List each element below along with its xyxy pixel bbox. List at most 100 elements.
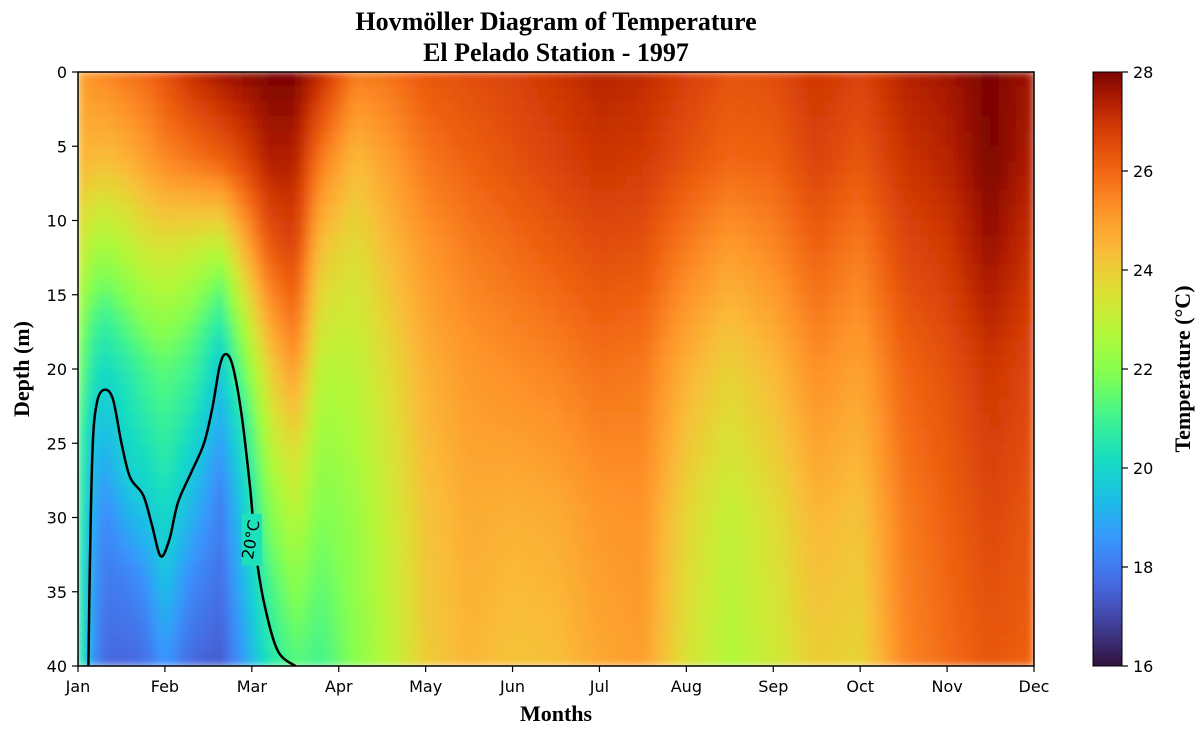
heatmap-cell [651, 650, 661, 666]
heatmap-cell [929, 175, 939, 192]
heatmap-cell [711, 190, 722, 207]
heatmap-cell [538, 234, 548, 251]
heatmap-cell [937, 502, 948, 518]
heatmap-cell [772, 650, 783, 666]
heatmap-cell [512, 160, 522, 177]
heatmap-cell [294, 561, 305, 578]
heatmap-cell [746, 309, 757, 325]
heatmap-cell [598, 591, 609, 608]
heatmap-cell [546, 323, 557, 340]
heatmap-cell [103, 294, 114, 311]
heatmap-cell [477, 86, 487, 103]
heatmap-cell [112, 220, 122, 236]
heatmap-cell [694, 101, 705, 118]
heatmap-cell [564, 220, 574, 236]
heatmap-cell [164, 383, 175, 400]
heatmap-cell [625, 457, 635, 474]
heatmap-cell [738, 650, 748, 666]
heatmap-cell [981, 130, 992, 147]
heatmap-cell [442, 620, 453, 637]
heatmap-cell [485, 130, 496, 147]
heatmap-cell [407, 338, 418, 355]
heatmap-cell [590, 561, 600, 578]
heatmap-cell [625, 323, 635, 340]
heatmap-cell [199, 398, 209, 415]
heatmap-cell [885, 620, 896, 637]
heatmap-cell [816, 145, 826, 162]
heatmap-cell [685, 145, 696, 162]
heatmap-cell [459, 635, 470, 652]
heatmap-cell [546, 472, 557, 489]
heatmap-cell [251, 264, 262, 281]
heatmap-cell [955, 591, 965, 608]
heatmap-cell [990, 101, 1000, 118]
heatmap-cell [268, 576, 279, 593]
heatmap-cell [972, 249, 983, 266]
heatmap-cell [903, 368, 913, 385]
heatmap-cell [94, 190, 105, 207]
heatmap-cell [520, 145, 531, 162]
heatmap-cell [120, 190, 131, 207]
heatmap-cell [711, 620, 722, 637]
heatmap-cell [294, 368, 305, 385]
heatmap-cell [477, 145, 487, 162]
heatmap-cell [286, 368, 296, 385]
heatmap-cell [555, 650, 566, 666]
heatmap-cell [94, 398, 105, 415]
heatmap-cell [477, 323, 487, 340]
heatmap-cell [164, 457, 175, 474]
heatmap-cell [381, 353, 392, 370]
heatmap-cell [790, 353, 800, 370]
heatmap-cell [738, 86, 748, 103]
heatmap-cell [868, 620, 879, 637]
heatmap-cell [225, 635, 235, 652]
heatmap-cell [538, 323, 548, 340]
heatmap-cell [842, 546, 852, 563]
heatmap-cell [598, 398, 609, 415]
heatmap-cell [147, 561, 157, 578]
heatmap-cell [425, 620, 435, 637]
heatmap-cell [303, 309, 314, 325]
heatmap-cell [268, 190, 279, 207]
heatmap-cell [963, 442, 974, 459]
heatmap-cell [494, 650, 505, 666]
heatmap-cell [929, 205, 939, 221]
heatmap-cell [1016, 338, 1026, 355]
heatmap-cell [451, 368, 461, 385]
heatmap-cell [451, 234, 461, 251]
heatmap-cell [164, 502, 175, 518]
heatmap-cell [607, 116, 618, 132]
heatmap-cell [355, 472, 366, 489]
heatmap-cell [538, 487, 548, 504]
heatmap-cell [807, 205, 818, 221]
heatmap-cell [312, 234, 322, 251]
heatmap-cell [329, 517, 340, 533]
heatmap-cell [355, 591, 366, 608]
heatmap-cell [824, 190, 835, 207]
heatmap-cell [998, 220, 1009, 236]
heatmap-cell [120, 279, 131, 296]
heatmap-cell [764, 517, 774, 533]
heatmap-cell [538, 309, 548, 325]
heatmap-cell [268, 220, 279, 236]
heatmap-cell [546, 442, 557, 459]
heatmap-cell [216, 130, 227, 147]
heatmap-cell [355, 546, 366, 563]
heatmap-cell [842, 175, 852, 192]
heatmap-cell [546, 502, 557, 518]
heatmap-cell [164, 606, 175, 622]
heatmap-cell [329, 309, 340, 325]
heatmap-cell [494, 517, 505, 533]
heatmap-cell [494, 205, 505, 221]
heatmap-cell [485, 442, 496, 459]
heatmap-cell [929, 457, 939, 474]
heatmap-cell [485, 427, 496, 444]
heatmap-cell [312, 175, 322, 192]
heatmap-cell [468, 205, 479, 221]
heatmap-cell [833, 650, 844, 666]
heatmap-cell [459, 368, 470, 385]
heatmap-cell [738, 546, 748, 563]
heatmap-cell [937, 368, 948, 385]
heatmap-cell [120, 205, 131, 221]
heatmap-cell [772, 205, 783, 221]
